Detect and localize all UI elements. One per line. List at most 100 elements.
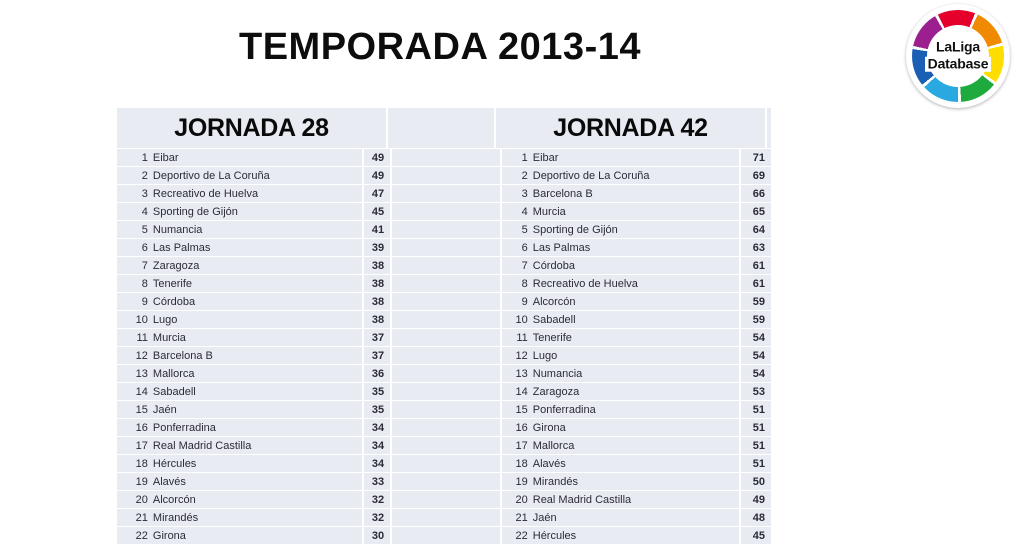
right-rank: 20 xyxy=(515,493,528,506)
right-rank: 14 xyxy=(515,385,528,398)
left-points: 36 xyxy=(364,365,393,382)
right-rank: 19 xyxy=(515,475,528,488)
standings-rows: 1 Eibar 49 1 Eibar 71 2 Deportivo de La Coruña 4… xyxy=(117,148,771,544)
left-points: 35 xyxy=(364,383,393,400)
left-rank: 10 xyxy=(135,313,148,326)
right-team-name: Zaragoza xyxy=(530,383,742,400)
right-team-name: Las Palmas xyxy=(530,239,742,256)
right-rank: 8 xyxy=(521,277,528,290)
left-rank: 5 xyxy=(141,223,148,236)
right-points: 51 xyxy=(752,421,766,434)
standings-board: JORNADA 28 JORNADA 42 1 Eibar 49 1 Eibar 71 2 D… xyxy=(117,108,771,544)
left-points: 39 xyxy=(364,239,393,256)
right-rank: 13 xyxy=(515,367,528,380)
left-team-name: Ponferradina xyxy=(150,419,365,436)
left-points: 41 xyxy=(364,221,393,238)
left-team-name: Mallorca xyxy=(150,365,365,382)
right-points: 50 xyxy=(752,475,766,488)
board-header-row: JORNADA 28 JORNADA 42 xyxy=(117,108,771,148)
left-rank: 19 xyxy=(135,475,148,488)
right-points: 51 xyxy=(752,457,766,470)
table-row: 18 Hércules 34 18 Alavés 51 xyxy=(117,454,771,472)
left-points: 37 xyxy=(364,329,393,346)
left-team-name: Real Madrid Castilla xyxy=(150,437,365,454)
table-row: 16 Ponferradina 34 16 Girona 51 xyxy=(117,418,771,436)
right-points: 51 xyxy=(752,439,766,452)
left-points: 35 xyxy=(364,401,393,418)
right-team-name: Eibar xyxy=(530,149,742,166)
right-rank: 6 xyxy=(521,241,528,254)
row-middle-spacer xyxy=(392,491,502,508)
right-rank: 21 xyxy=(515,511,528,524)
row-middle-spacer xyxy=(392,167,502,184)
left-points: 30 xyxy=(364,527,393,544)
row-middle-spacer xyxy=(392,365,502,382)
left-team-name: Sabadell xyxy=(150,383,365,400)
left-rank: 3 xyxy=(141,187,148,200)
right-rank: 10 xyxy=(515,313,528,326)
right-points: 71 xyxy=(752,151,766,164)
left-rank: 9 xyxy=(141,295,148,308)
right-team-name: Mallorca xyxy=(530,437,742,454)
row-middle-spacer xyxy=(392,329,502,346)
right-team-name: Ponferradina xyxy=(530,401,742,418)
left-rank: 16 xyxy=(135,421,148,434)
table-row: 19 Alavés 33 19 Mirandés 50 xyxy=(117,472,771,490)
left-rank: 17 xyxy=(135,439,148,452)
left-rank: 13 xyxy=(135,367,148,380)
table-row: 2 Deportivo de La Coruña 49 2 Deportivo de L… xyxy=(117,166,771,184)
left-points: 37 xyxy=(364,347,393,364)
table-row: 7 Zaragoza 38 7 Córdoba 61 xyxy=(117,256,771,274)
left-points: 38 xyxy=(364,311,393,328)
row-middle-spacer xyxy=(392,221,502,238)
right-points: 54 xyxy=(752,331,766,344)
left-team-name: Recreativo de Huelva xyxy=(150,185,365,202)
row-middle-spacer xyxy=(392,419,502,436)
left-rank: 2 xyxy=(141,169,148,182)
row-middle-spacer xyxy=(392,473,502,490)
table-row: 5 Numancia 41 5 Sporting de Gijón 64 xyxy=(117,220,771,238)
left-rank: 18 xyxy=(135,457,148,470)
table-row: 6 Las Palmas 39 6 Las Palmas 63 xyxy=(117,238,771,256)
left-points: 38 xyxy=(364,275,393,292)
right-team-name: Recreativo de Huelva xyxy=(530,275,742,292)
left-points: 47 xyxy=(364,185,393,202)
left-team-name: Alavés xyxy=(150,473,365,490)
left-rank: 12 xyxy=(135,349,148,362)
left-rank: 21 xyxy=(135,511,148,524)
left-team-name: Las Palmas xyxy=(150,239,365,256)
left-team-name: Mirandés xyxy=(150,509,365,526)
right-points: 64 xyxy=(752,223,766,236)
right-points: 51 xyxy=(752,403,766,416)
right-points: 61 xyxy=(752,277,766,290)
page-title: TEMPORADA 2013-14 xyxy=(239,26,641,68)
table-row: 12 Barcelona B 37 12 Lugo 54 xyxy=(117,346,771,364)
right-team-name: Alcorcón xyxy=(530,293,742,310)
right-rank: 16 xyxy=(515,421,528,434)
header-spacer-cell xyxy=(388,108,496,148)
table-row: 1 Eibar 49 1 Eibar 71 xyxy=(117,148,771,166)
table-row: 20 Alcorcón 32 20 Real Madrid Castilla 49 xyxy=(117,490,771,508)
left-team-name: Girona xyxy=(150,527,365,544)
row-middle-spacer xyxy=(392,185,502,202)
left-points: 34 xyxy=(364,455,393,472)
left-rank: 22 xyxy=(135,529,148,542)
right-points: 49 xyxy=(752,493,766,506)
row-middle-spacer xyxy=(392,383,502,400)
left-points: 38 xyxy=(364,257,393,274)
right-team-name: Murcia xyxy=(530,203,742,220)
table-row: 3 Recreativo de Huelva 47 3 Barcelona B 66 xyxy=(117,184,771,202)
left-points: 45 xyxy=(364,203,393,220)
left-rank: 7 xyxy=(141,259,148,272)
left-team-name: Lugo xyxy=(150,311,365,328)
row-middle-spacer xyxy=(392,293,502,310)
right-points: 61 xyxy=(752,259,766,272)
left-team-name: Zaragoza xyxy=(150,257,365,274)
logo-text: LaLiga Database xyxy=(906,39,1010,74)
left-team-name: Numancia xyxy=(150,221,365,238)
right-points: 66 xyxy=(752,187,766,200)
left-rank: 4 xyxy=(141,205,148,218)
left-points: 49 xyxy=(364,167,393,184)
left-team-name: Alcorcón xyxy=(150,491,365,508)
left-rank: 8 xyxy=(141,277,148,290)
